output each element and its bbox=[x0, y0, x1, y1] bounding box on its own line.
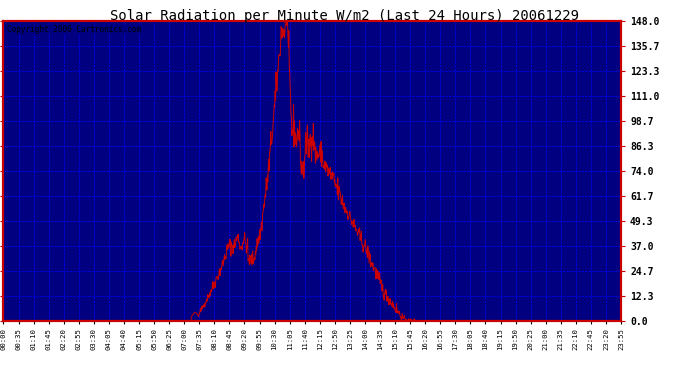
Text: Solar Radiation per Minute W/m2 (Last 24 Hours) 20061229: Solar Radiation per Minute W/m2 (Last 24… bbox=[110, 9, 580, 23]
Text: Copyright 2006 Cartronics.com: Copyright 2006 Cartronics.com bbox=[6, 25, 141, 34]
